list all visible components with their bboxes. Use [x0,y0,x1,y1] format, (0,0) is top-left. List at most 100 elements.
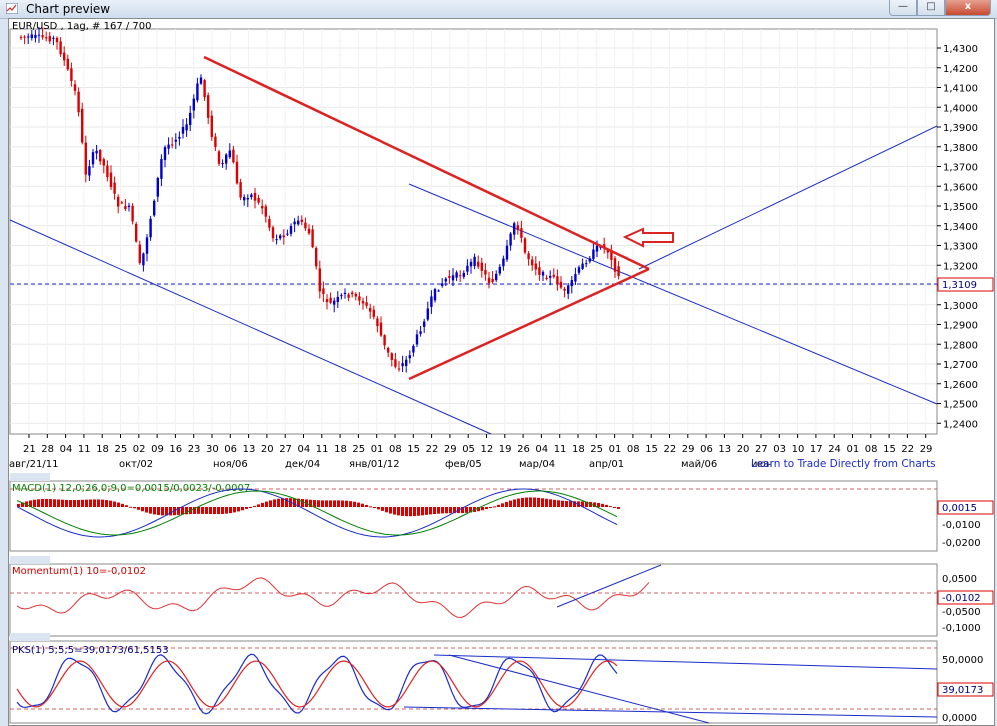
macd-bar [225,507,228,514]
candle-body [394,359,397,367]
window-title: Chart preview [26,2,111,16]
candle-body [545,277,548,279]
macd-bar [513,499,516,507]
candle-body [333,300,336,305]
pks-lower-trendline[interactable] [403,706,938,718]
macd-bar [357,502,360,507]
candle-body [99,150,102,162]
candle-body [588,258,591,262]
panel-splitter[interactable] [10,473,50,481]
macd-bar [429,507,432,515]
candle-body [358,296,361,301]
close-button[interactable]: x [945,0,991,16]
candle-body [203,80,206,98]
candle-body [459,275,462,277]
macd-bar [177,507,180,515]
macd-bar [477,507,480,512]
candle-body [34,34,37,39]
title-bar: Chart preview — □ x [0,0,997,19]
candle-body [451,275,455,281]
learn-to-trade-link[interactable]: Learn to Trade Directly from Charts [751,458,936,470]
macd-bar [597,503,600,507]
macd-bar [81,499,84,507]
pks-panel[interactable]: PKS(1) 5;5;5=39,0173/61,5153 50,0000 39,… [9,633,994,724]
candle-body [523,238,527,253]
macd-bar [561,500,564,507]
pks-descending-trendline[interactable] [448,654,710,724]
candle-body [516,225,519,231]
macd-bar [405,507,408,517]
minimize-button[interactable]: — [889,0,917,16]
date-tick-label: 10 [792,444,805,455]
macd-axis-0: 0,0015 [942,503,977,514]
candlestick-series[interactable] [19,27,620,373]
candle-body [433,289,437,301]
descending-blue-trendline[interactable] [408,183,938,405]
macd-bar [109,500,112,507]
candle-body [574,274,577,282]
macd-bar [85,499,88,507]
date-tick-label: 15 [407,444,420,455]
candle-body [354,293,357,297]
momentum-trendline[interactable] [556,564,662,608]
macd-bar [493,506,496,508]
macd-bar [329,500,332,507]
price-tick-label: 1,4300 [943,44,978,55]
macd-bar [37,499,40,507]
macd-panel[interactable]: MACD(1) 12,0;26,0;9,0=0,0015/0,0023/-0,0… [9,473,994,552]
candle-body [549,275,552,278]
candle-body [473,256,476,267]
price-tick-label: 1,3900 [943,123,978,134]
candle-body [210,115,213,138]
maximize-button[interactable]: □ [917,0,945,16]
macd-bar [521,497,524,507]
candle-body [261,205,264,209]
lower-channel-line[interactable] [9,219,492,435]
left-arrow-icon[interactable] [622,227,674,248]
candle-body [556,276,559,285]
date-tick-label: 01 [609,444,622,455]
candle-body [27,36,30,38]
candle-body [347,294,350,298]
pks-d-line [16,660,618,708]
date-tick-label: 16 [169,444,182,455]
candle-body [466,265,469,272]
macd-bar [293,498,296,507]
price-tick-label: 1,3600 [943,182,978,193]
macd-bar [553,499,556,507]
panel-splitter[interactable] [10,633,50,641]
candle-body [124,205,127,210]
candle-body [84,142,87,175]
candle-body [307,228,311,234]
ascending-blue-trendline[interactable] [638,125,938,270]
macd-bar [437,507,440,514]
macd-bar [349,501,352,507]
triangle-lower-line[interactable] [408,267,650,381]
date-tick-label: 11 [78,444,91,455]
panel-splitter[interactable] [10,556,50,564]
momentum-panel[interactable]: Momentum(1) 10=-0,0102 0,0500 -0,0102 -0… [9,556,994,637]
candle-body [527,253,530,260]
triangle-upper-line[interactable] [203,55,650,271]
macd-bar [277,498,280,507]
price-tick-label: 1,2600 [943,380,978,391]
macd-bar [605,504,608,507]
candle-body [156,177,159,197]
main-price-panel[interactable]: EUR/USD , 1ag, # 167 / 700 1,43001,42001… [9,21,994,470]
price-tick-label: 1,4100 [943,84,978,95]
macd-bar [377,507,380,510]
price-tick-label: 1,2500 [943,400,978,411]
candle-body [329,297,332,303]
chart-canvas[interactable]: EUR/USD , 1ag, # 167 / 700 1,43001,42001… [9,19,994,725]
price-tick-label: 1,3000 [943,301,978,312]
macd-bar [549,499,552,507]
macd-bar [353,501,356,507]
candle-body [613,258,617,272]
candle-body [138,244,141,263]
pks-upper-trendline[interactable] [433,654,938,670]
date-tick-label: 29 [920,444,933,455]
chart-area[interactable]: EUR/USD , 1ag, # 167 / 700 1,4300 1,4200 1… [8,18,995,726]
macd-bar [101,499,104,507]
candle-body [419,331,422,334]
candle-body [387,347,390,353]
